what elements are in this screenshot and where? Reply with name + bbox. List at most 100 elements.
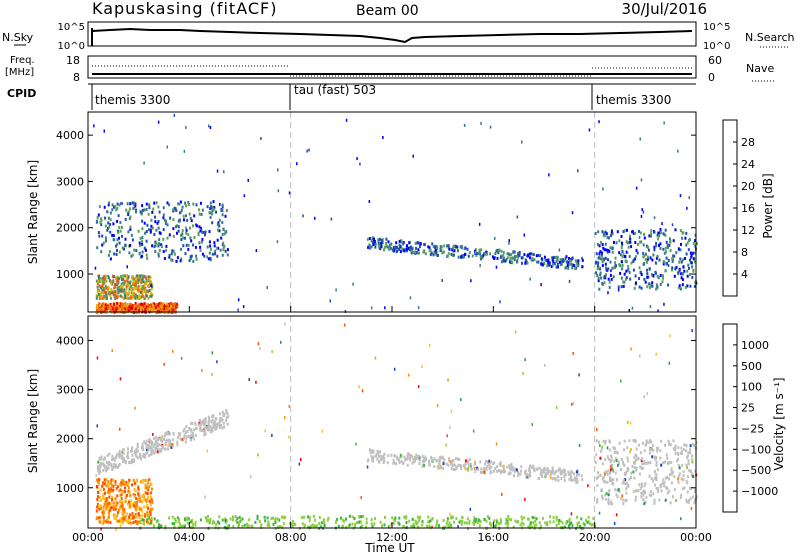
data-cell xyxy=(543,261,546,265)
data-cell xyxy=(114,513,116,517)
data-cell xyxy=(98,478,101,481)
data-cell xyxy=(515,468,518,472)
data-cell xyxy=(235,519,238,523)
data-cell xyxy=(126,447,129,451)
data-cell xyxy=(601,264,604,268)
data-cell xyxy=(98,467,101,471)
data-cell xyxy=(448,458,450,462)
data-cell xyxy=(605,232,608,236)
data-cell xyxy=(405,457,408,461)
data-cell xyxy=(341,524,344,528)
data-cell xyxy=(623,463,626,467)
data-cell xyxy=(657,309,659,313)
data-cell xyxy=(454,467,457,471)
data-cell xyxy=(128,217,131,221)
data-cell xyxy=(608,489,611,493)
data-cell xyxy=(615,493,618,497)
data-cell xyxy=(136,288,139,292)
data-cell xyxy=(188,259,191,263)
data-cell xyxy=(443,458,446,462)
data-cell xyxy=(192,428,195,432)
data-cell xyxy=(663,302,665,306)
data-cell xyxy=(424,252,427,256)
data-cell xyxy=(640,273,643,277)
data-cell xyxy=(166,201,169,205)
data-cell xyxy=(124,461,127,465)
data-cell xyxy=(315,524,318,528)
data-cell xyxy=(510,518,512,522)
data-cell xyxy=(689,448,691,452)
data-cell xyxy=(681,236,684,240)
data-cell xyxy=(372,240,375,244)
data-cell xyxy=(609,460,612,464)
data-cell xyxy=(132,206,135,210)
data-cell xyxy=(390,453,393,457)
data-cell xyxy=(339,516,342,520)
data-cell xyxy=(623,254,626,258)
noise-left-label: N.Sky xyxy=(2,31,34,44)
data-cell xyxy=(438,462,441,466)
data-cell xyxy=(620,235,623,238)
data-cell xyxy=(672,239,675,243)
data-cell xyxy=(654,455,656,459)
data-cell xyxy=(165,248,168,252)
data-cell xyxy=(407,247,410,250)
data-cell xyxy=(621,241,623,245)
data-cell xyxy=(682,478,685,482)
data-cell xyxy=(600,276,603,280)
data-cell xyxy=(539,524,542,528)
data-cell xyxy=(552,260,555,264)
data-cell xyxy=(139,305,142,309)
data-cell xyxy=(130,450,133,453)
data-cell xyxy=(144,275,147,279)
data-cell xyxy=(447,463,450,467)
data-cell xyxy=(221,221,224,224)
data-cell xyxy=(640,178,643,182)
data-cell xyxy=(133,501,136,505)
data-cell xyxy=(633,476,636,480)
data-cell xyxy=(117,277,120,281)
data-cell xyxy=(143,497,146,501)
data-cell xyxy=(139,309,142,313)
data-cell xyxy=(634,274,637,278)
data-cell xyxy=(128,490,131,494)
data-cell xyxy=(379,454,382,458)
data-cell xyxy=(153,233,156,236)
data-cell xyxy=(656,237,659,241)
data-cell xyxy=(292,519,294,523)
data-cell xyxy=(573,478,576,482)
data-cell xyxy=(122,452,125,456)
data-cell xyxy=(113,307,116,311)
data-cell xyxy=(523,516,526,520)
data-cell xyxy=(152,207,155,211)
data-cell xyxy=(187,233,190,237)
data-cell xyxy=(467,254,470,258)
data-cell xyxy=(415,522,418,526)
data-cell xyxy=(498,462,501,466)
data-cell xyxy=(145,281,148,285)
data-cell xyxy=(98,284,101,288)
data-cell xyxy=(195,203,198,207)
data-cell xyxy=(670,470,673,474)
data-cell xyxy=(140,457,143,461)
data-cell xyxy=(259,347,261,350)
data-cell xyxy=(377,454,380,458)
data-cell xyxy=(423,464,425,468)
data-cell xyxy=(450,467,453,471)
data-cell xyxy=(474,248,477,252)
data-cell xyxy=(609,273,612,277)
data-cell xyxy=(277,189,280,193)
data-cell xyxy=(199,518,202,522)
data-cell xyxy=(128,515,130,519)
data-cell xyxy=(130,288,133,291)
data-cell xyxy=(102,286,105,290)
data-cell xyxy=(630,471,633,475)
data-cell xyxy=(222,421,225,425)
data-cell xyxy=(171,308,174,312)
data-cell xyxy=(445,521,448,525)
data-cell xyxy=(307,525,309,529)
data-cell xyxy=(639,354,641,358)
noise-sky-trace xyxy=(91,27,693,44)
data-cell xyxy=(184,430,187,434)
data-cell xyxy=(552,476,555,480)
